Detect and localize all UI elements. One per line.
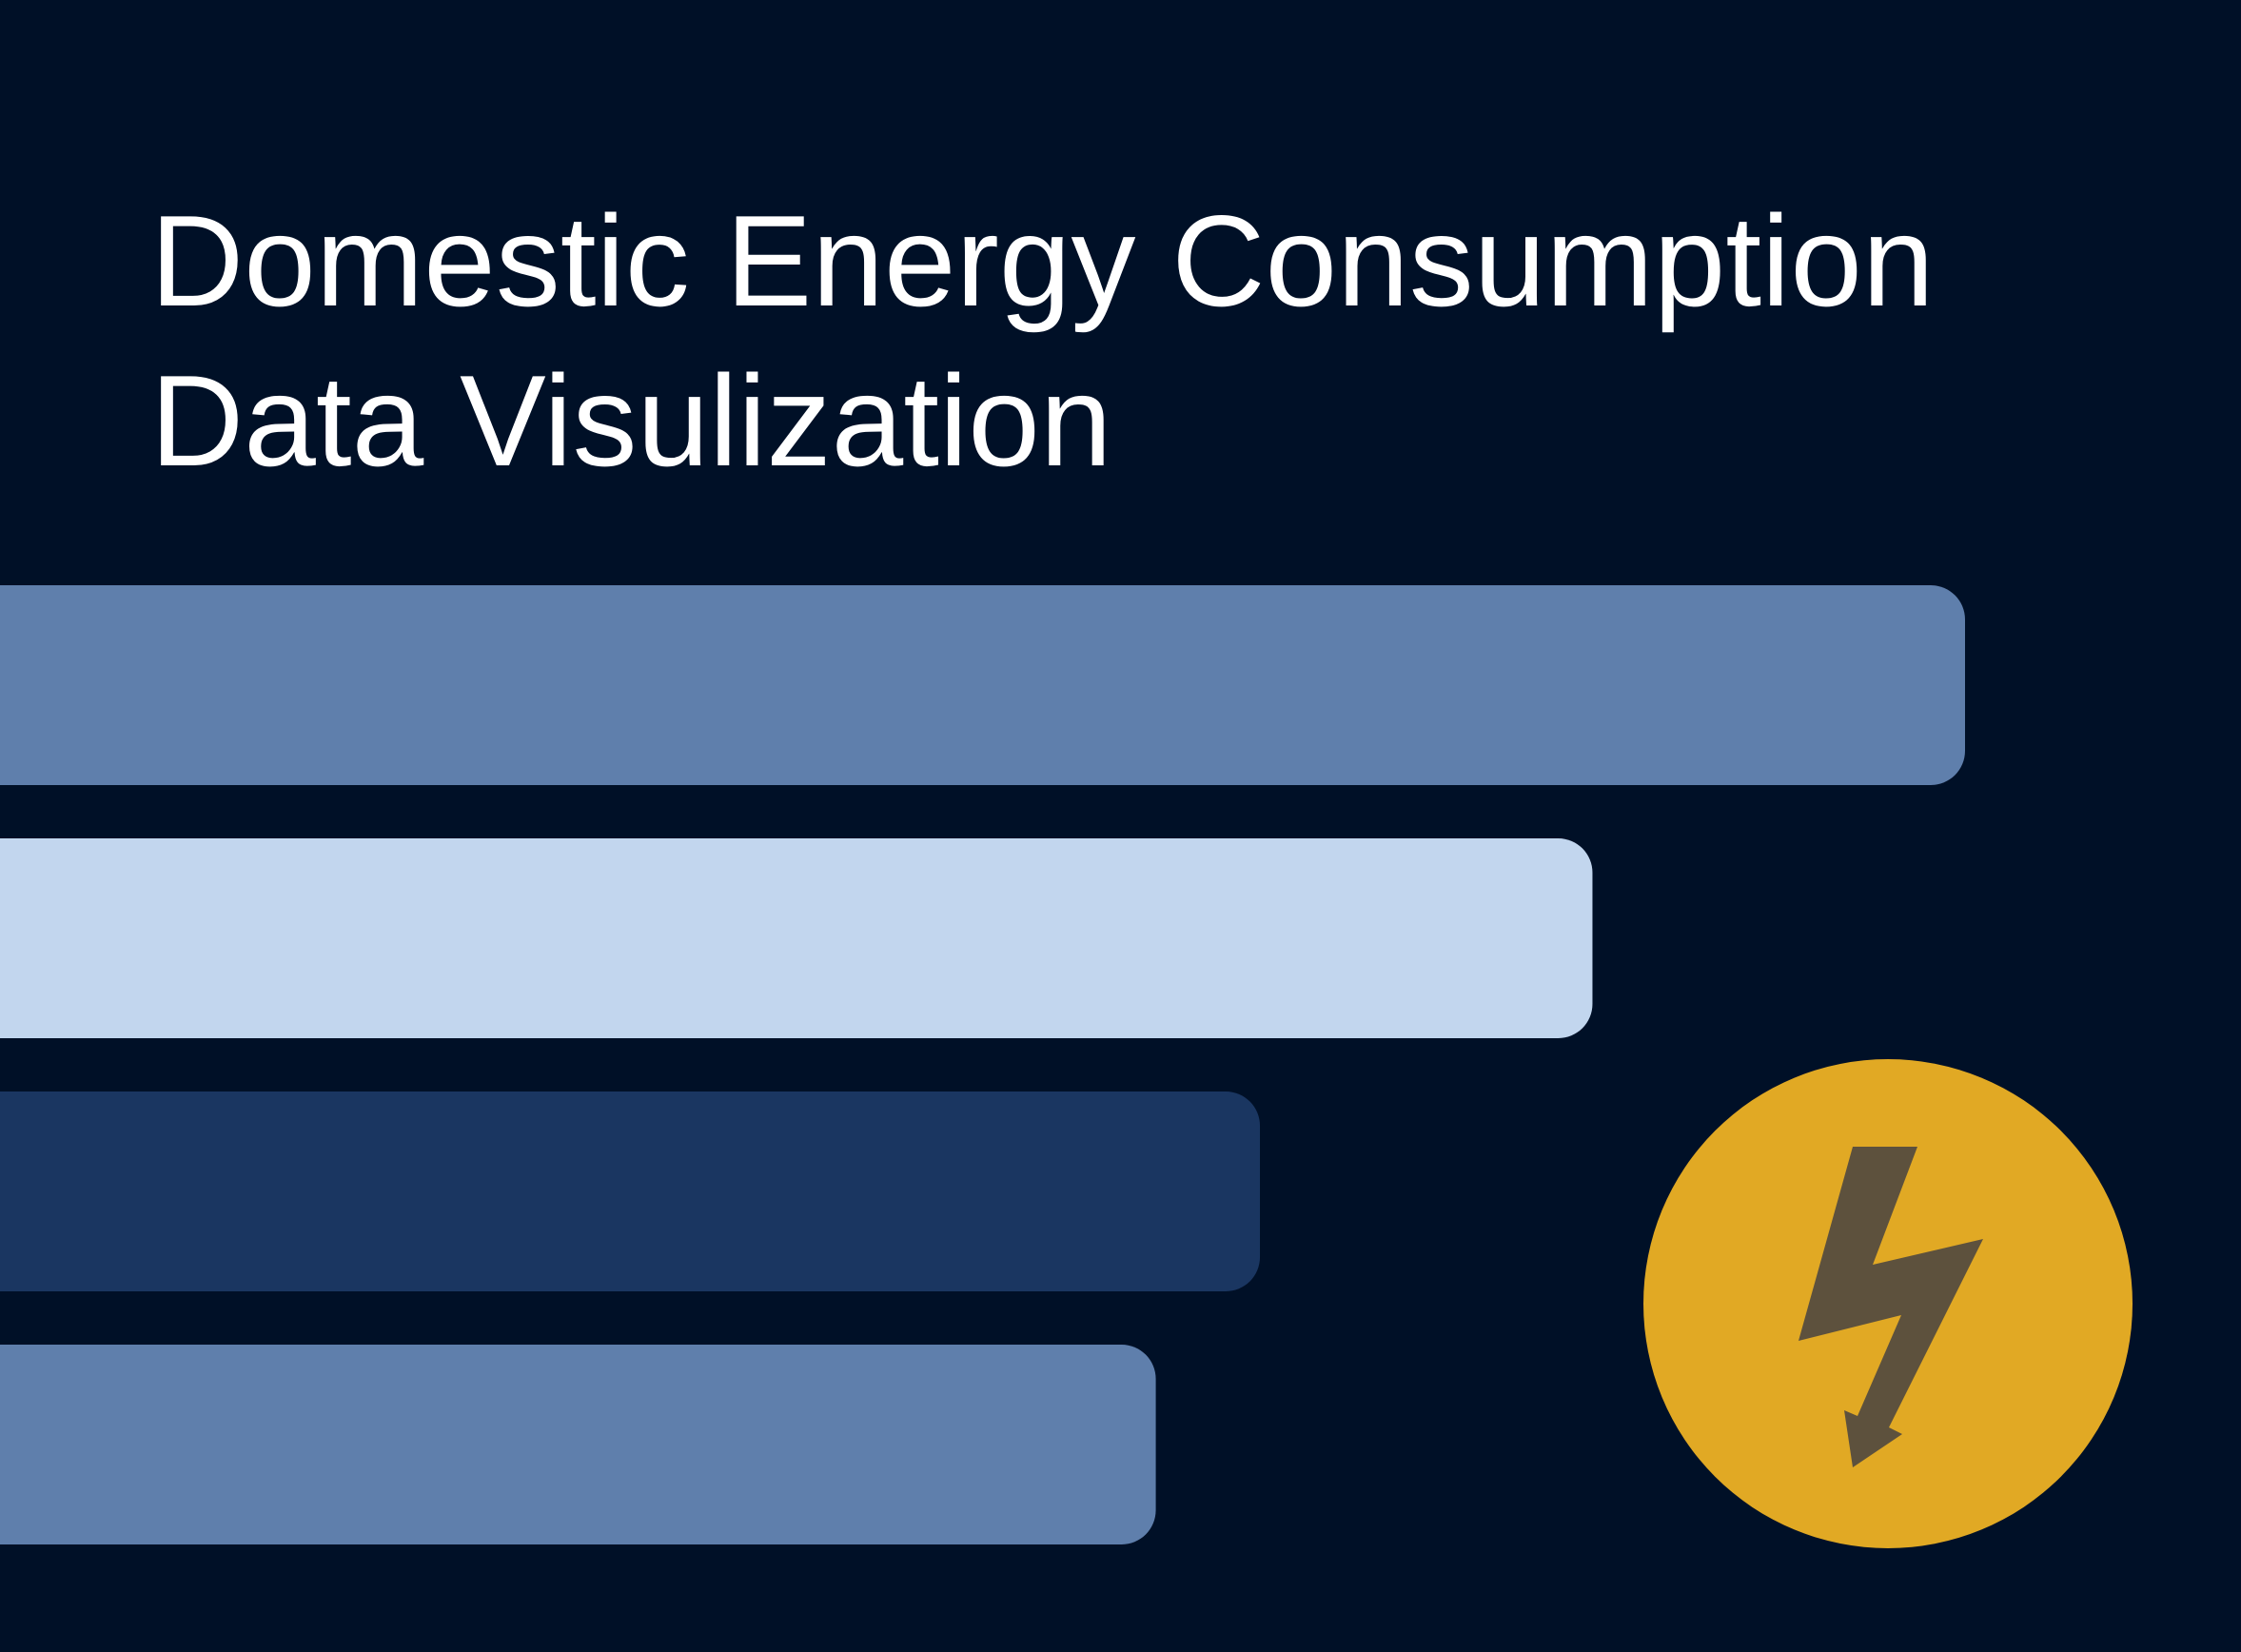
chart-title: Domestic Energy Consumption Data Visuliz… xyxy=(150,181,2149,501)
chart-title-line-1: Domestic Energy Consumption xyxy=(150,188,1935,333)
energy-badge xyxy=(1643,1059,2133,1548)
chart-bar-2 xyxy=(0,838,1593,1038)
lightning-bolt-icon xyxy=(1799,1147,1983,1467)
chart-bar-1 xyxy=(0,585,1965,785)
chart-bar-4 xyxy=(0,1345,1156,1544)
chart-bar-3 xyxy=(0,1092,1261,1291)
chart-title-line-2: Data Visulization xyxy=(150,348,1112,493)
